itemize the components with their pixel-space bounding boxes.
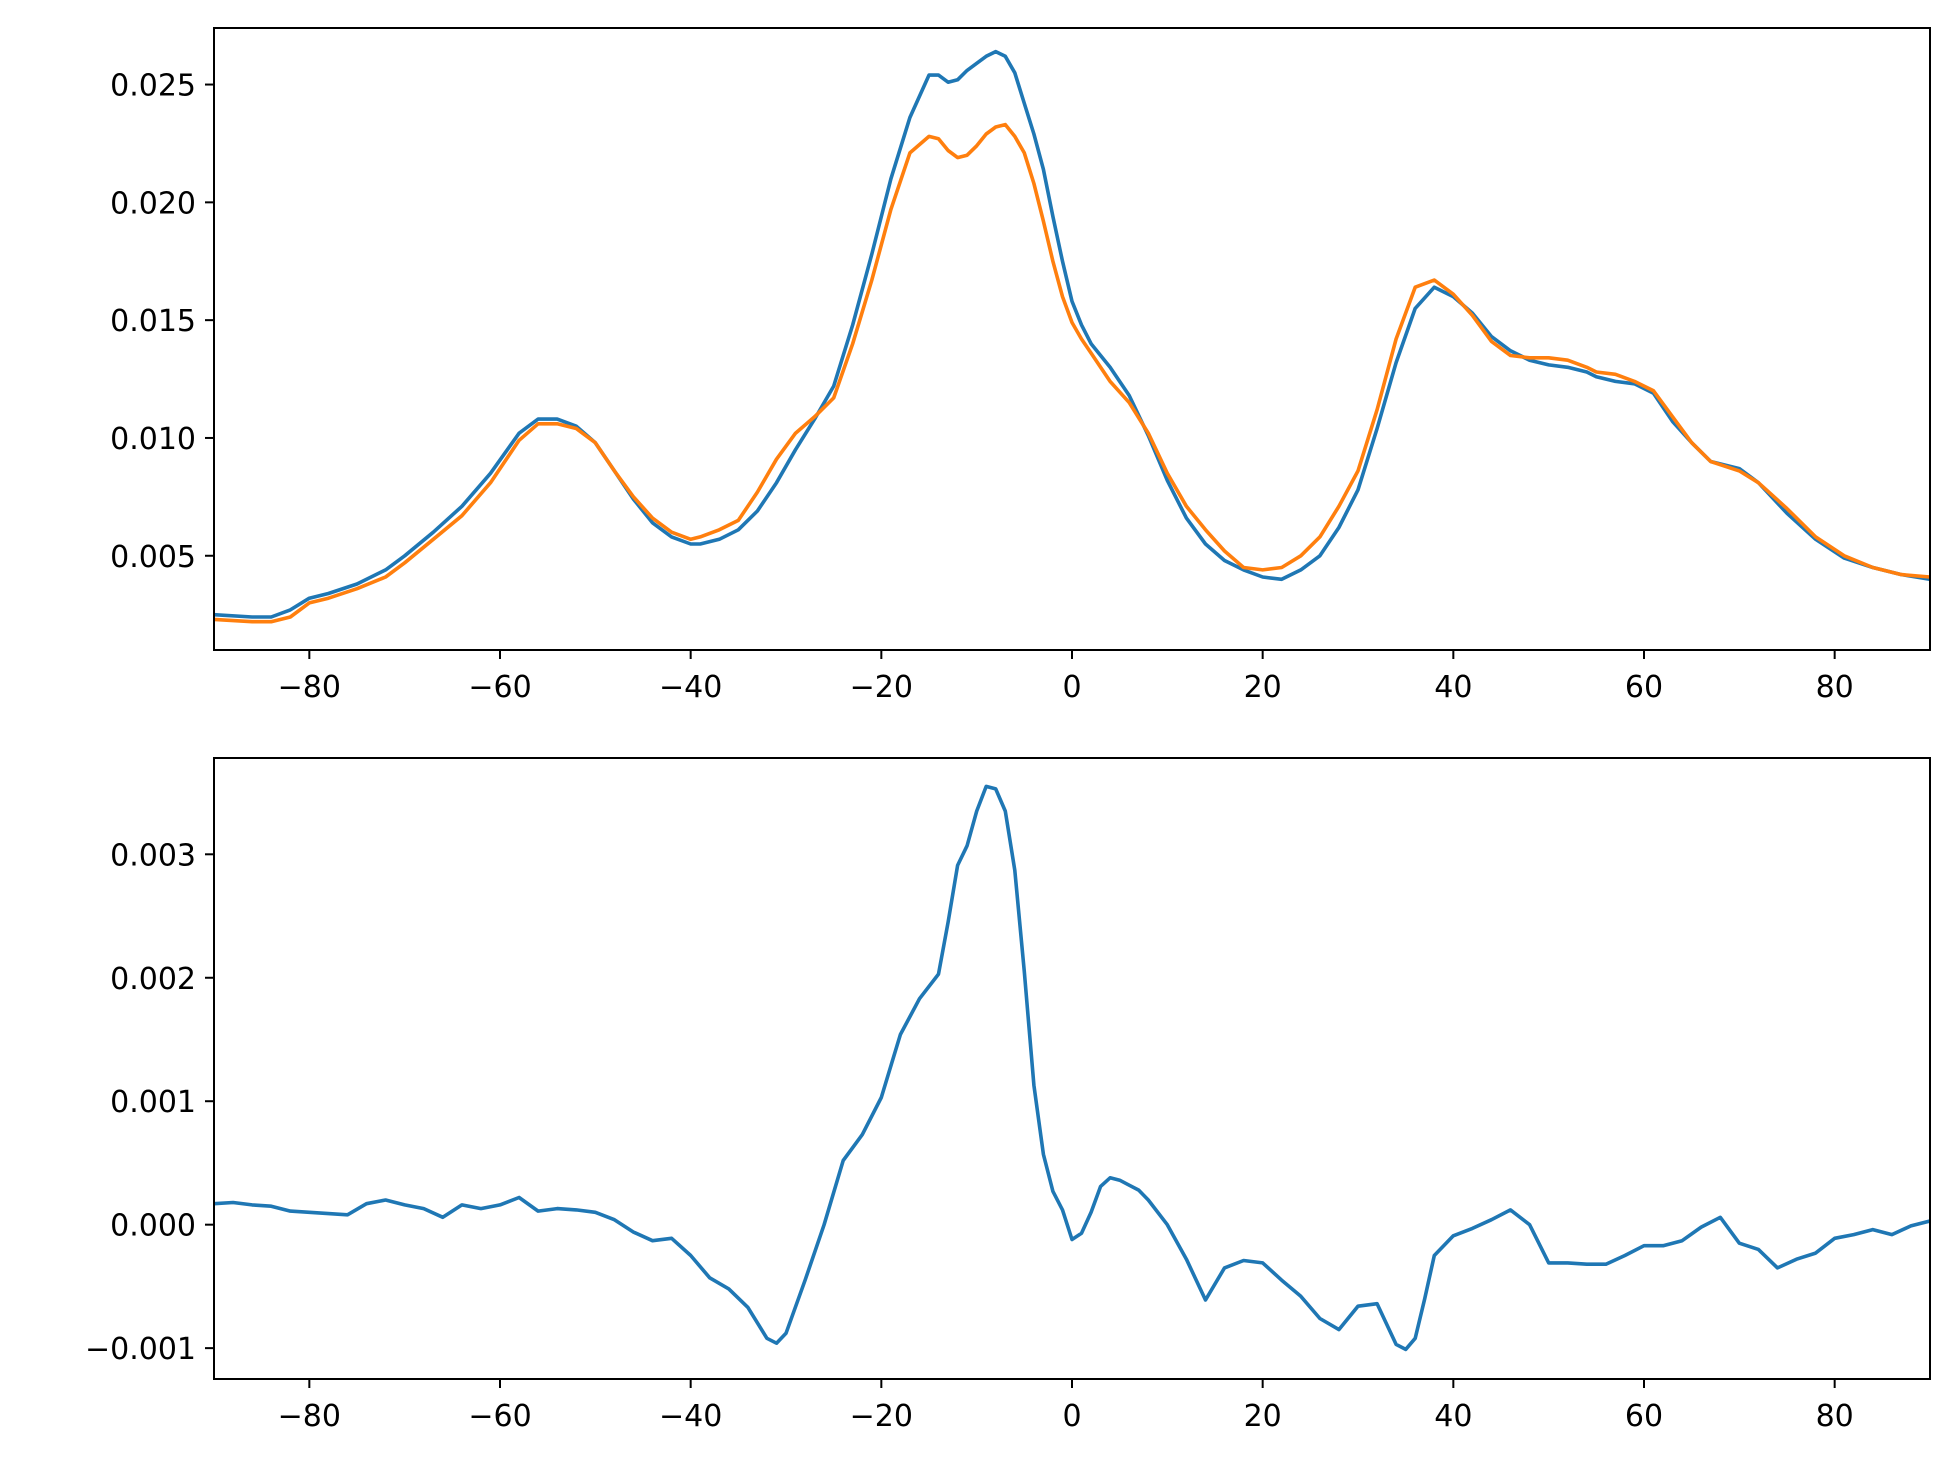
panel-0-x-tick-label: −60 (468, 670, 531, 705)
top-panel: −80 −60 −40 −20 0 20 40 60 80 0.005 0.010 0.015 0.02… (110, 27, 1931, 705)
panel-0-x-tick-label: 20 (1244, 670, 1282, 705)
panel-1-y-tick-label: 0.002 (110, 962, 196, 997)
panel-1-x-tick-label: 60 (1625, 1399, 1663, 1434)
panel-0-x-tick-label: 40 (1434, 670, 1472, 705)
panel-0-x-tick-label: −80 (278, 670, 341, 705)
panel-0-x-tick-label: −40 (659, 670, 722, 705)
panel-1-series-0-line (214, 784, 1930, 1352)
panel-1-x-tick-label: 20 (1244, 1399, 1282, 1434)
panel-0-y-tick-label: 0.005 (110, 540, 196, 575)
panel-1-x-tick-label: 80 (1816, 1399, 1854, 1434)
panel-1-x-tick-label: 0 (1062, 1399, 1081, 1434)
panel-1-y-tick-label: −0.001 (85, 1332, 196, 1367)
panel-0-x-tick-label: 0 (1062, 670, 1081, 705)
panel-1-y-tick-label: 0.003 (110, 838, 196, 873)
panel-0-y-tick-label: 0.010 (110, 422, 196, 457)
panel-0-x-tick-label: 80 (1816, 670, 1854, 705)
panel-1-x-tick-label: −40 (659, 1399, 722, 1434)
panel-0-x-tick-label: 60 (1625, 670, 1663, 705)
panel-0-series-1-line (214, 122, 1930, 624)
panel-0-y-tick-label: 0.015 (110, 304, 196, 339)
bottom-panel: −80 −60 −40 −20 0 20 40 60 80 −0.001 0.000 0.001 0.0… (85, 757, 1931, 1434)
panel-1-x-tick-label: −80 (278, 1399, 341, 1434)
panel-1-x-tick-label: 40 (1434, 1399, 1472, 1434)
panel-0-y-tick-label: 0.025 (110, 69, 196, 104)
panel-1-x-tick-label: −20 (850, 1399, 913, 1434)
panel-1-x-tick-label: −60 (468, 1399, 531, 1434)
panel-1-y-tick-label: 0.001 (110, 1085, 196, 1120)
panel-0-x-tick-label: −20 (850, 670, 913, 705)
panel-0-y-tick-label: 0.020 (110, 186, 196, 221)
panel-1-y-tick-label: 0.000 (110, 1209, 196, 1244)
